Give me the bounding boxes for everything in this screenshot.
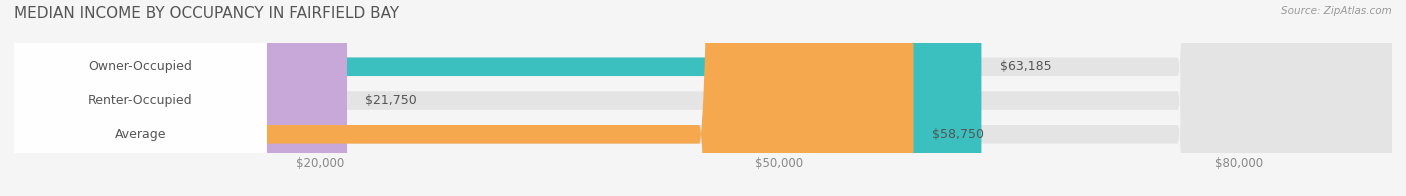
Text: $21,750: $21,750 <box>366 94 418 107</box>
Text: Renter-Occupied: Renter-Occupied <box>89 94 193 107</box>
FancyBboxPatch shape <box>14 0 267 196</box>
FancyBboxPatch shape <box>14 0 347 196</box>
FancyBboxPatch shape <box>14 0 981 196</box>
Text: $63,185: $63,185 <box>1000 60 1052 73</box>
Text: $58,750: $58,750 <box>932 128 984 141</box>
FancyBboxPatch shape <box>14 0 1392 196</box>
FancyBboxPatch shape <box>14 0 914 196</box>
Text: Source: ZipAtlas.com: Source: ZipAtlas.com <box>1281 6 1392 16</box>
FancyBboxPatch shape <box>14 0 267 196</box>
Text: MEDIAN INCOME BY OCCUPANCY IN FAIRFIELD BAY: MEDIAN INCOME BY OCCUPANCY IN FAIRFIELD … <box>14 6 399 21</box>
Text: Owner-Occupied: Owner-Occupied <box>89 60 193 73</box>
Text: Average: Average <box>115 128 166 141</box>
FancyBboxPatch shape <box>14 0 267 196</box>
FancyBboxPatch shape <box>14 0 1392 196</box>
FancyBboxPatch shape <box>14 0 1392 196</box>
